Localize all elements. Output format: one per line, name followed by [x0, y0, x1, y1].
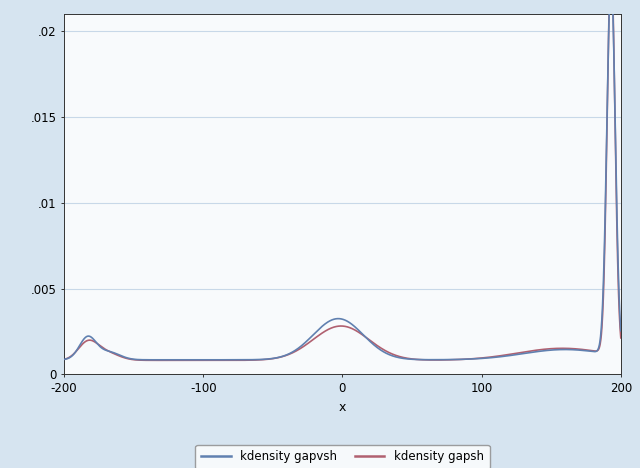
X-axis label: x: x	[339, 401, 346, 414]
Legend: kdensity gapvsh, kdensity gapsh: kdensity gapvsh, kdensity gapsh	[195, 445, 490, 468]
